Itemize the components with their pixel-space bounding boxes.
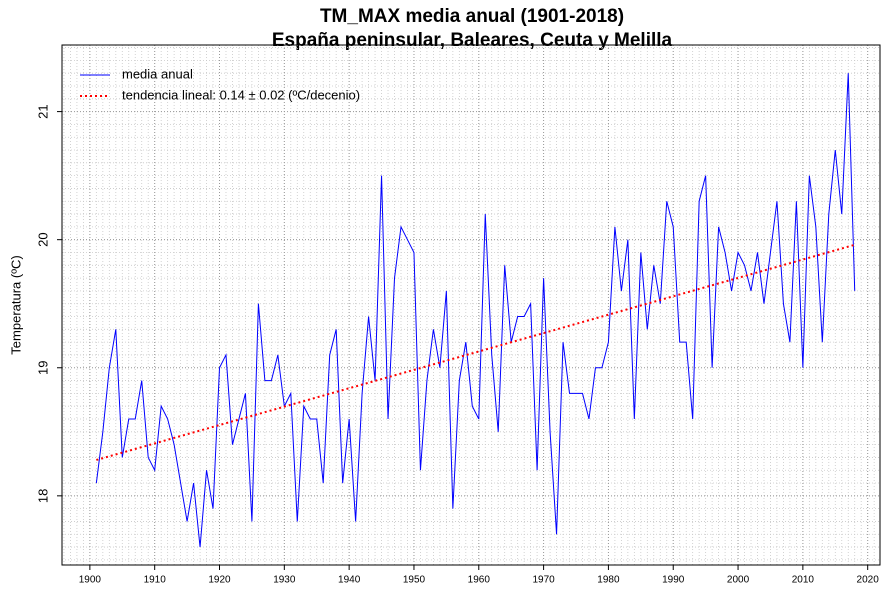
data-line — [95, 73, 856, 548]
y-tick-label: 18 — [35, 489, 50, 503]
x-tick-label: 1930 — [273, 575, 296, 586]
x-tick-label: 2020 — [857, 575, 880, 586]
legend-label: tendencia lineal: 0.14 ± 0.02 (ºC/deceni… — [122, 87, 360, 102]
x-tick-label: 1950 — [403, 575, 426, 586]
x-tick-label: 1980 — [597, 575, 620, 586]
y-tick-label: 19 — [35, 361, 50, 375]
legend-label: media anual — [122, 66, 193, 81]
x-tick-label: 1960 — [468, 575, 491, 586]
x-tick-label: 1900 — [79, 575, 102, 586]
plot-frame — [61, 44, 881, 566]
y-tick-label: 21 — [35, 104, 50, 118]
x-tick-label: 1970 — [532, 575, 555, 586]
x-tick-label: 1920 — [208, 575, 231, 586]
x-tick-label: 1990 — [662, 575, 685, 586]
chart-title: TM_MAX media anual (1901-2018) — [320, 6, 624, 27]
x-tick-label: 1910 — [144, 575, 167, 586]
x-tick-label: 2010 — [792, 575, 815, 586]
x-tick-label: 2000 — [727, 575, 750, 586]
x-tick-label: 1940 — [338, 575, 361, 586]
y-axis-label: Temperatura (ºC) — [8, 255, 23, 354]
chart-subtitle: España peninsular, Baleares, Ceuta y Mel… — [272, 30, 673, 51]
data-line — [96, 243, 855, 461]
y-tick-label: 20 — [35, 232, 50, 246]
